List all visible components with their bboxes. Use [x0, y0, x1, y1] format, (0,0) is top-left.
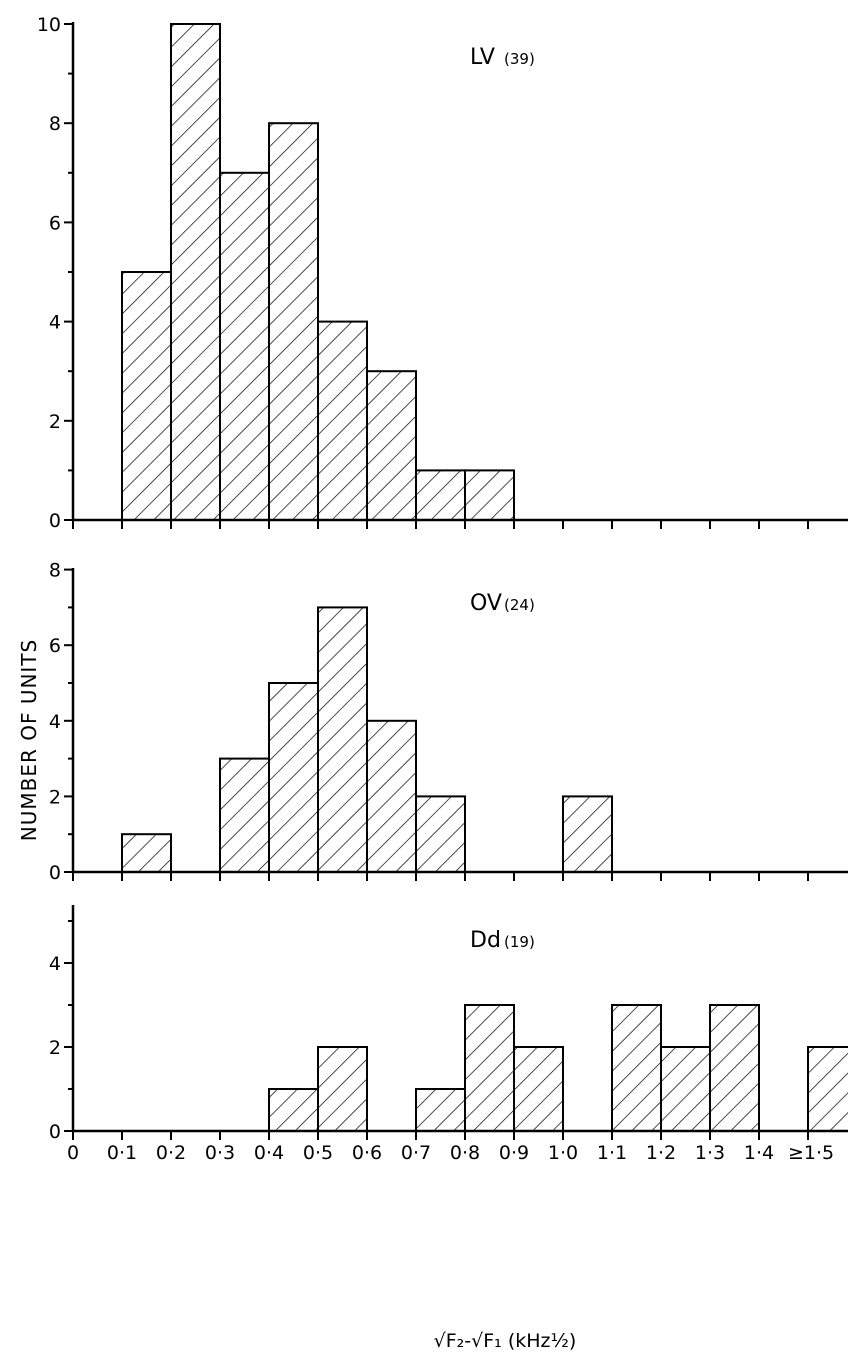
y-tick-label: 10 [37, 14, 61, 36]
y-tick-label: 6 [49, 635, 61, 657]
histogram-bar [170, 23, 221, 521]
y-tick-label: 2 [49, 786, 61, 808]
histogram-bar [415, 795, 466, 874]
x-tick-label: 1·0 [548, 1142, 578, 1164]
histogram-bar [219, 757, 270, 873]
x-tick-label: 0 [67, 1142, 79, 1164]
histogram-bar [317, 1046, 368, 1132]
histogram-bar [268, 1088, 319, 1132]
y-tick-label: 0 [49, 1121, 61, 1143]
histogram-bar [660, 1046, 711, 1132]
histogram-bar [121, 271, 172, 521]
panel-count: (39) [504, 50, 535, 68]
x-tick-label: 1·1 [597, 1142, 627, 1164]
y-tick-label: 4 [49, 312, 61, 334]
x-axis-label: √F₂-√F₁ (kHz½) [434, 1330, 577, 1352]
panel-count: (19) [504, 933, 535, 951]
histogram-bar [513, 1046, 564, 1132]
histogram-bar [611, 1004, 662, 1132]
y-axis-label: NUMBER OF UNITS [17, 639, 41, 841]
histogram-bar [366, 719, 417, 873]
y-tick-label: 2 [49, 411, 61, 433]
x-tick-label: ≥1·5 [788, 1142, 834, 1164]
histogram-bar [317, 320, 368, 521]
x-tick-label: 1·4 [744, 1142, 774, 1164]
histogram-panel-dd: 0 2 4 Dd (19) [49, 905, 848, 1143]
x-tick-label: 0·6 [352, 1142, 382, 1164]
histogram-bar [268, 682, 319, 873]
panel-label: Dd [470, 928, 501, 953]
x-tick-label: 0·7 [401, 1142, 431, 1164]
x-tick-label: 0·2 [156, 1142, 186, 1164]
y-tick-label: 0 [49, 510, 61, 532]
x-tick-label: 0·1 [107, 1142, 137, 1164]
y-tick-label: 6 [49, 212, 61, 234]
panel-count: (24) [504, 596, 535, 614]
histogram-bar [415, 469, 466, 521]
y-tick-label: 8 [49, 560, 61, 582]
y-tick-label: 4 [49, 711, 61, 733]
histogram-bar [464, 469, 515, 521]
histogram-bar [807, 1046, 848, 1132]
x-tick-label: 0·3 [205, 1142, 235, 1164]
y-tick-label: 2 [49, 1037, 61, 1059]
histogram-panel-ov: 0 2 4 6 8 OV (24) [49, 560, 848, 884]
histogram-bar [219, 171, 270, 522]
histogram-panel-lv: 0 2 4 6 8 10 LV (39) [37, 14, 848, 532]
histogram-bar [709, 1004, 760, 1132]
y-tick-label: 4 [49, 953, 61, 975]
panel-label: OV [470, 591, 502, 616]
histogram-bar [562, 795, 613, 874]
histogram-bar [415, 1088, 466, 1132]
histogram-bar [366, 370, 417, 522]
histogram-bar [121, 833, 172, 874]
x-tick-label: 0·8 [450, 1142, 480, 1164]
x-tick-label: 0·9 [499, 1142, 529, 1164]
histogram-bar [268, 122, 319, 521]
panel-label: LV [470, 45, 495, 70]
histogram-bar [464, 1004, 515, 1132]
x-tick-label: 0·4 [254, 1142, 284, 1164]
y-tick-label: 8 [49, 113, 61, 135]
y-tick-label: 0 [49, 862, 61, 884]
x-tick-label: 1·3 [695, 1142, 725, 1164]
histogram-bar [317, 606, 368, 874]
x-tick-label: 1·2 [646, 1142, 676, 1164]
x-tick-label: 0·5 [303, 1142, 333, 1164]
